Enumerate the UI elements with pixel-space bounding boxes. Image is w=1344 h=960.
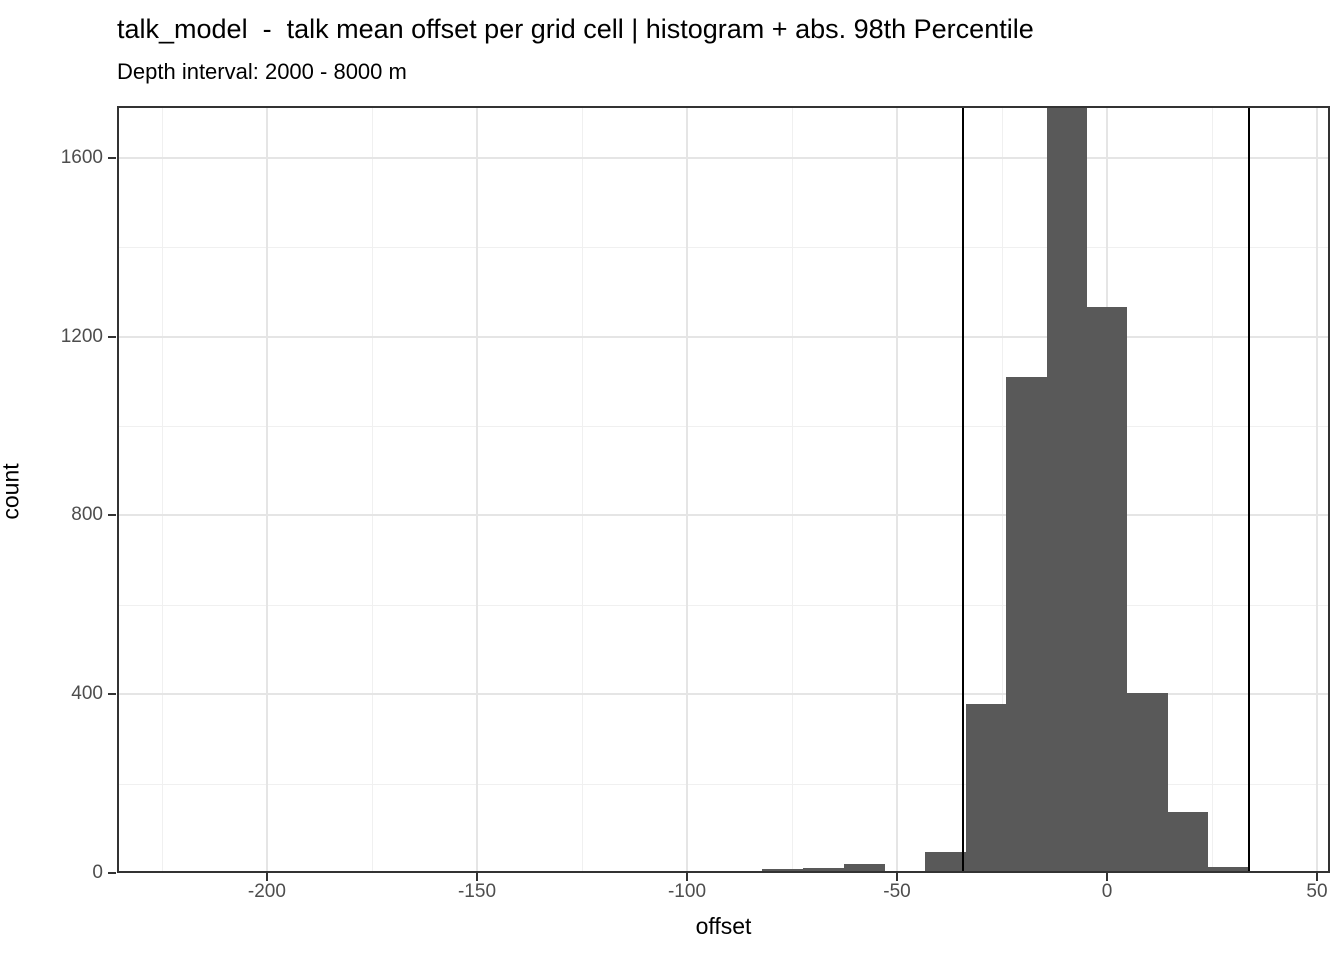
histogram-bar bbox=[761, 869, 803, 873]
x-tick-label: 50 bbox=[1306, 881, 1328, 902]
x-gridline-major bbox=[1315, 106, 1318, 873]
y-gridline-minor bbox=[117, 604, 1330, 606]
x-axis-title: offset bbox=[695, 913, 752, 939]
y-gridline-minor bbox=[117, 426, 1330, 428]
histogram-bar bbox=[925, 851, 966, 873]
x-tick-label: -200 bbox=[247, 881, 286, 902]
x-gridline-major bbox=[685, 106, 688, 873]
x-tick-label: -150 bbox=[457, 881, 497, 902]
x-gridline-major bbox=[895, 106, 898, 873]
x-gridline-major bbox=[475, 106, 478, 873]
y-tick-label: 1600 bbox=[60, 146, 103, 168]
histogram-bar bbox=[1207, 866, 1250, 873]
histogram-bar bbox=[720, 872, 762, 873]
x-tick-mark bbox=[476, 873, 478, 881]
histogram-bar bbox=[1006, 376, 1047, 873]
y-gridline-major bbox=[117, 335, 1330, 338]
x-gridline-minor bbox=[371, 106, 373, 873]
y-gridline-major bbox=[117, 514, 1330, 517]
histogram-bar bbox=[1046, 106, 1087, 873]
y-gridline-minor bbox=[117, 783, 1330, 785]
histogram-bar bbox=[802, 867, 845, 873]
x-tick-label: -50 bbox=[883, 881, 911, 902]
x-gridline-minor bbox=[791, 106, 793, 873]
x-tick-label: 0 bbox=[1101, 881, 1113, 902]
x-tick-mark bbox=[265, 873, 268, 881]
x-tick-mark bbox=[1106, 873, 1108, 881]
y-tick-mark bbox=[108, 335, 116, 338]
chart-subtitle: Depth interval: 2000 - 8000 m bbox=[117, 59, 407, 84]
y-tick-mark bbox=[108, 514, 116, 517]
histogram-bar bbox=[844, 863, 885, 873]
x-gridline-major bbox=[265, 106, 268, 873]
x-tick-mark bbox=[896, 873, 898, 881]
y-gridline-major bbox=[117, 156, 1330, 159]
y-tick-mark bbox=[108, 872, 116, 874]
x-gridline-minor bbox=[161, 106, 163, 873]
histogram-bar bbox=[679, 872, 721, 873]
histogram-bar bbox=[1127, 693, 1168, 873]
chart-title: talk_model - talk mean offset per grid c… bbox=[117, 14, 1034, 44]
x-gridline-minor bbox=[1211, 106, 1213, 873]
percentile-vline bbox=[1248, 106, 1251, 873]
y-tick-label: 400 bbox=[71, 683, 103, 705]
y-gridline-minor bbox=[117, 247, 1330, 249]
y-tick-mark bbox=[108, 156, 116, 159]
y-tick-label: 0 bbox=[92, 862, 103, 883]
percentile-vline bbox=[962, 106, 965, 873]
histogram-bar bbox=[1086, 306, 1128, 873]
plot-panel bbox=[117, 106, 1330, 873]
y-tick-mark bbox=[108, 693, 116, 696]
x-tick-mark bbox=[1316, 873, 1318, 881]
x-gridline-minor bbox=[1001, 106, 1003, 873]
histogram-bar bbox=[884, 871, 926, 873]
x-tick-label: -100 bbox=[667, 881, 707, 902]
x-tick-mark bbox=[686, 873, 688, 881]
y-axis-title: count bbox=[0, 463, 24, 520]
x-gridline-minor bbox=[581, 106, 583, 873]
y-tick-label: 800 bbox=[71, 504, 103, 526]
histogram-bar bbox=[965, 704, 1007, 873]
y-gridline-major bbox=[117, 693, 1330, 696]
histogram-bar bbox=[1167, 811, 1208, 873]
y-tick-label: 1200 bbox=[60, 325, 103, 347]
